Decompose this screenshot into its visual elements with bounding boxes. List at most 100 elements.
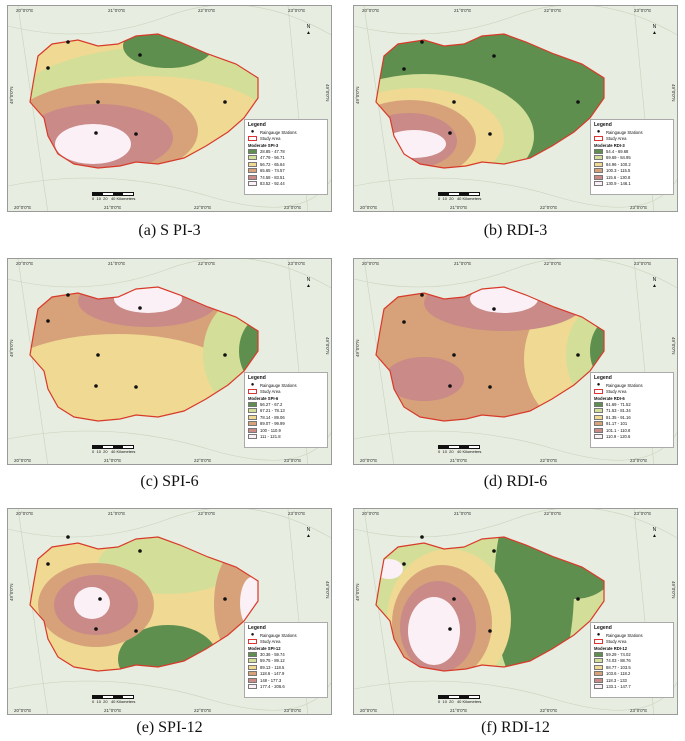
bottom-tick: 22°0'0"E	[540, 708, 558, 713]
legend-stations: Raingauge Stations	[260, 632, 297, 638]
top-tick: 22°0'0"E	[544, 261, 562, 266]
map-canvas	[354, 6, 677, 211]
legend-class: 101.1 - 110.8	[606, 427, 631, 433]
zone-class-1	[534, 539, 604, 599]
legend-class: 100 - 110.9	[260, 427, 281, 433]
bottom-tick: 21°0'0"E	[450, 205, 468, 210]
legend-class: 67.21 - 78.13	[260, 408, 285, 414]
map-panel-rdi-12: 20°0'0"E 21°0'0"E 22°0'0"E 23°0'0"E 20°0…	[353, 508, 678, 715]
legend: Legend ● Raingauge Stations Study Area Mo…	[244, 622, 328, 698]
left-tick: 49°0'0"N	[355, 86, 360, 104]
panel-caption: (e) SPI-12	[136, 719, 203, 736]
left-tick: 49°0'0"N	[355, 583, 360, 601]
legend-class: 78.14 - 89.06	[260, 414, 285, 420]
north-arrow: N ▲	[652, 277, 657, 289]
legend-title: Legend	[594, 122, 612, 128]
legend-title: Legend	[248, 375, 266, 381]
top-tick: 23°0'0"E	[288, 261, 306, 266]
right-tick: 49°0'0"N	[325, 581, 330, 599]
bottom-tick: 22°0'0"E	[194, 708, 212, 713]
top-tick: 21°0'0"E	[108, 261, 126, 266]
legend-class: 61.69 - 71.52	[606, 401, 631, 407]
legend-stations: Raingauge Stations	[606, 129, 643, 135]
bottom-tick: 20°0'0"E	[360, 205, 378, 210]
bottom-tick: 21°0'0"E	[104, 458, 122, 463]
top-tick: 20°0'0"E	[362, 8, 380, 13]
legend-class: 59.75 - 89.12	[260, 658, 285, 664]
study-area-boundary	[29, 536, 259, 672]
legend-class: 130.9 - 146.1	[606, 181, 631, 187]
zone-class-6	[114, 287, 182, 313]
study-area-boundary	[29, 33, 259, 169]
legend-class: 84.96 - 100.2	[606, 161, 631, 167]
legend-class: 47.79 - 56.71	[260, 155, 285, 161]
top-tick: 22°0'0"E	[544, 8, 562, 13]
bottom-tick: 23°0'0"E	[630, 205, 648, 210]
legend-subtitle: Moderate SPI-12	[248, 646, 281, 651]
legend-class: 69.69 - 84.95	[606, 155, 631, 161]
panel-caption: (b) RDI-3	[483, 222, 548, 239]
zone-class-6	[74, 587, 110, 619]
map-canvas	[354, 259, 677, 464]
scale-bar: 0 10 20 40 Kilometers	[438, 192, 481, 201]
top-tick: 22°0'0"E	[544, 511, 562, 516]
left-tick: 49°0'0"N	[9, 86, 14, 104]
bottom-tick: 20°0'0"E	[14, 708, 32, 713]
bottom-tick: 20°0'0"E	[14, 458, 32, 463]
legend-class: 103.6 - 118.2	[606, 671, 631, 677]
legend-study-area: Study Area	[260, 639, 281, 645]
legend-stations: Raingauge Stations	[260, 382, 297, 388]
map-panel-spi-12: 20°0'0"E 21°0'0"E 22°0'0"E 23°0'0"E 20°0…	[7, 508, 332, 715]
legend-title: Legend	[248, 122, 266, 128]
bottom-tick: 21°0'0"E	[104, 708, 122, 713]
legend-class: 54.4 - 69.68	[606, 148, 629, 154]
bottom-tick: 23°0'0"E	[630, 708, 648, 713]
legend-class: 81.35 - 91.16	[606, 414, 631, 420]
legend: Legend ● Raingauge Stations Study Area Mo…	[590, 119, 674, 195]
top-tick: 21°0'0"E	[108, 511, 126, 516]
top-tick: 23°0'0"E	[288, 8, 306, 13]
scale-bar: 0 10 20 40 Kilometers	[92, 695, 135, 704]
legend: Legend ● Raingauge Stations Study Area Mo…	[244, 372, 328, 448]
legend: Legend ● Raingauge Stations Study Area Mo…	[244, 119, 328, 195]
raingauge-stations	[402, 535, 580, 633]
north-arrow: N ▲	[306, 24, 311, 36]
legend: Legend ● Raingauge Stations Study Area Mo…	[590, 372, 674, 448]
right-tick: 49°0'0"N	[325, 337, 330, 355]
top-tick: 21°0'0"E	[454, 261, 472, 266]
legend-stations: Raingauge Stations	[260, 129, 297, 135]
top-tick: 21°0'0"E	[108, 8, 126, 13]
panel-caption: (a) S PI-3	[138, 222, 201, 239]
legend-class: 74.58 - 83.51	[260, 174, 285, 180]
legend-class: 74.03 - 88.76	[606, 658, 631, 664]
legend-study-area: Study Area	[260, 389, 281, 395]
legend-class: 89.13 - 118.5	[260, 664, 285, 670]
basemap	[8, 6, 331, 211]
legend-subtitle: Moderate SPI-6	[248, 396, 279, 401]
bottom-tick: 22°0'0"E	[540, 205, 558, 210]
legend-class: 91.17 - 101	[606, 421, 628, 427]
map-canvas	[354, 509, 677, 714]
zone-class-6	[376, 559, 403, 579]
legend-class: 30.36 - 59.74	[260, 651, 285, 657]
legend-title: Legend	[594, 625, 612, 631]
top-tick: 22°0'0"E	[198, 511, 216, 516]
zone-class-6	[408, 597, 460, 665]
legend-stations: Raingauge Stations	[606, 382, 643, 388]
legend-subtitle: Moderate RDI-6	[594, 396, 625, 401]
legend: Legend ● Raingauge Stations Study Area Mo…	[590, 622, 674, 698]
scale-bar: 0 10 20 40 Kilometers	[438, 695, 481, 704]
scale-bar: 0 10 20 40 Kilometers	[438, 445, 481, 454]
bottom-tick: 21°0'0"E	[450, 708, 468, 713]
top-tick: 20°0'0"E	[362, 511, 380, 516]
legend-class: 59.29 - 74.02	[606, 651, 631, 657]
legend-title: Legend	[248, 625, 266, 631]
raingauge-stations	[46, 535, 227, 633]
bottom-tick: 23°0'0"E	[630, 458, 648, 463]
top-tick: 20°0'0"E	[16, 8, 34, 13]
legend-subtitle: Moderate RDI-3	[594, 143, 625, 148]
north-arrow: N ▲	[652, 527, 657, 539]
study-area-boundary	[29, 286, 259, 422]
raingauge-stations	[46, 40, 227, 136]
legend-study-area: Study Area	[606, 389, 627, 395]
